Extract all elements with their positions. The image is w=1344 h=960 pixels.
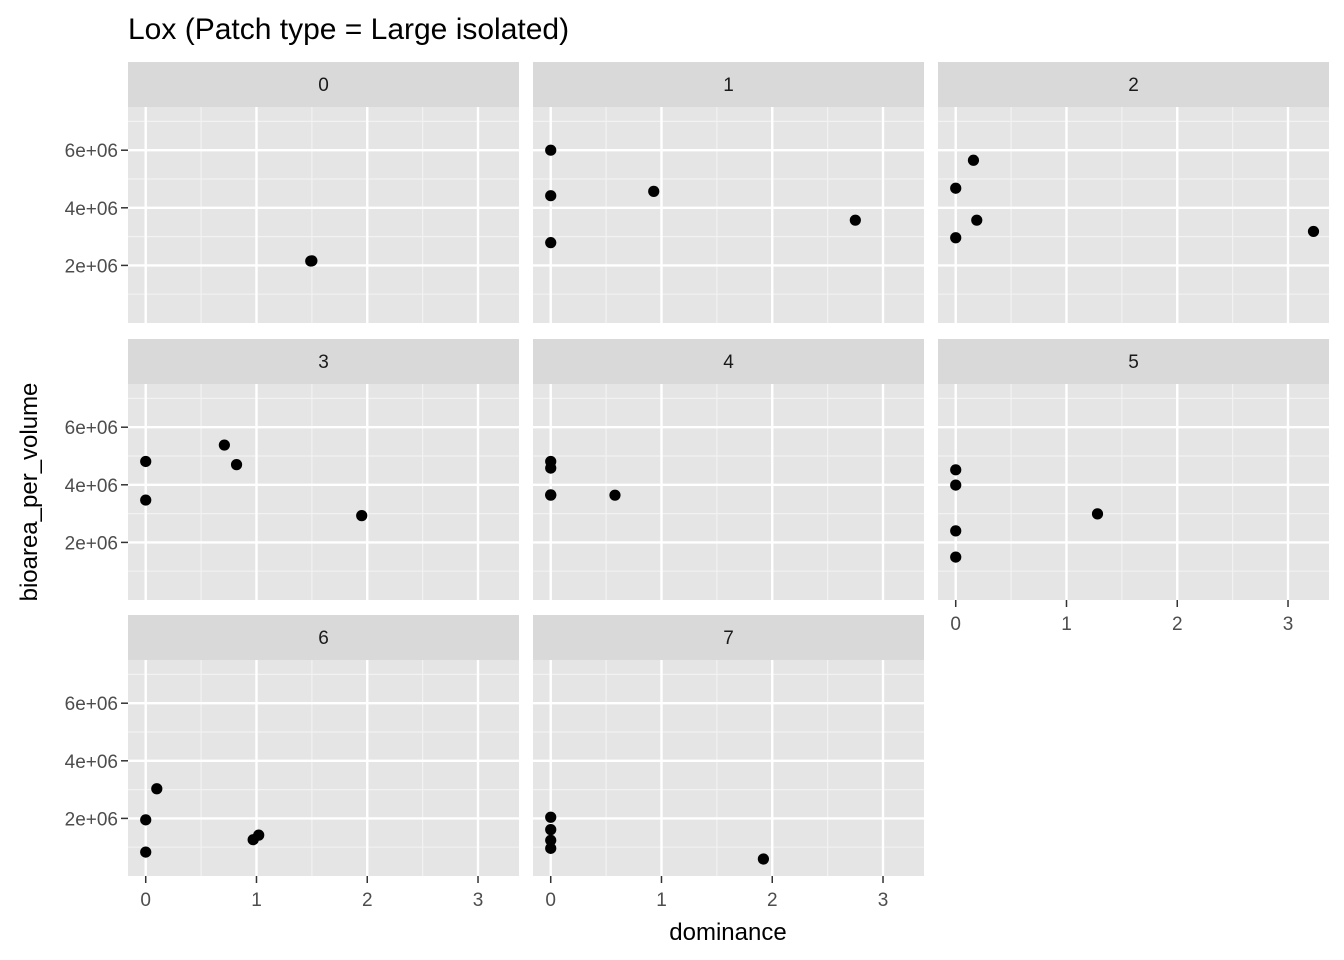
x-tick-label: 3 [1283, 614, 1294, 635]
data-point [849, 214, 861, 226]
x-tick-label: 1 [251, 890, 262, 911]
facet-strip [533, 62, 924, 107]
facet-panel-2: 2 [938, 62, 1329, 323]
x-tick-label: 0 [140, 890, 151, 911]
data-point [140, 846, 152, 858]
data-point [545, 190, 557, 202]
x-axis-label: dominance [669, 919, 786, 946]
facet-panel-6: 6 2e+06 4e+06 6e+06 0 1 2 3 [65, 615, 519, 911]
facet-strip-label: 4 [723, 352, 734, 373]
data-point [950, 479, 962, 491]
data-point [648, 185, 660, 197]
y-tick-label: 2e+06 [65, 809, 118, 830]
panel-background [128, 384, 519, 600]
data-point [230, 459, 243, 471]
data-point [950, 551, 962, 563]
y-tick-label: 4e+06 [65, 199, 118, 220]
data-point [545, 144, 557, 156]
x-tick-label: 3 [878, 890, 889, 911]
x-tick-label: 2 [362, 890, 373, 911]
x-tick-label: 1 [1061, 614, 1072, 635]
facet-panel-7: 7 0 1 2 3 [533, 615, 924, 911]
data-point [967, 154, 980, 166]
panel-background [128, 660, 519, 876]
y-tick-label: 2e+06 [65, 256, 118, 277]
data-point [545, 842, 557, 854]
data-point [950, 182, 962, 194]
data-point [140, 494, 152, 506]
facet-panel-4: 4 [533, 339, 924, 600]
x-tick-label: 3 [473, 890, 484, 911]
facet-strip [533, 339, 924, 384]
panel-background [533, 384, 924, 600]
data-point [950, 464, 962, 476]
panel-background [128, 107, 519, 323]
panel-background [533, 107, 924, 323]
data-point [757, 853, 769, 865]
panel-background [533, 660, 924, 876]
data-point [306, 255, 318, 267]
data-point [218, 439, 230, 451]
data-point [545, 824, 557, 836]
data-point [545, 462, 557, 474]
data-point [971, 214, 983, 226]
data-point [545, 489, 557, 501]
facet-strip-label: 3 [318, 352, 329, 373]
data-point [545, 834, 557, 846]
x-tick-label: 1 [656, 890, 667, 911]
x-tick-label: 2 [1172, 614, 1183, 635]
facet-strip [128, 615, 519, 660]
facet-grid: 0 2e+06 4e+06 6e+06 1 2 3 2e+06 4e+06 6e+06 4 5 0 1 2 3… [65, 62, 1329, 911]
facet-panel-5: 5 0 1 2 3 [938, 339, 1329, 635]
data-point [140, 814, 152, 826]
facet-strip [533, 615, 924, 660]
y-tick-label: 4e+06 [65, 752, 118, 773]
facet-strip-label: 2 [1128, 75, 1139, 96]
facet-strip-label: 7 [723, 628, 734, 649]
facet-strip [128, 339, 519, 384]
panel-background [938, 107, 1329, 323]
data-point [950, 232, 962, 244]
facet-strip [938, 339, 1329, 384]
facet-strip [128, 62, 519, 107]
facet-strip-label: 0 [318, 75, 329, 96]
y-tick-label: 6e+06 [65, 694, 118, 715]
x-tick-label: 0 [545, 890, 556, 911]
x-tick-label: 2 [767, 890, 778, 911]
data-point [247, 834, 259, 846]
data-point [545, 811, 557, 823]
data-point [609, 489, 621, 501]
y-tick-label: 4e+06 [65, 476, 118, 497]
panel-background [938, 384, 1329, 600]
y-axis-label: bioarea_per_volume [16, 383, 43, 602]
data-point [545, 237, 557, 249]
facet-panel-0: 0 2e+06 4e+06 6e+06 [65, 62, 519, 323]
facet-strip [938, 62, 1329, 107]
y-tick-label: 6e+06 [65, 141, 118, 162]
facet-panel-3: 3 2e+06 4e+06 6e+06 [65, 339, 519, 600]
y-tick-label: 6e+06 [65, 418, 118, 439]
facet-strip-label: 6 [318, 628, 329, 649]
facet-panel-1: 1 [533, 62, 924, 323]
data-point [950, 525, 962, 537]
data-point [1307, 225, 1320, 238]
x-tick-label: 0 [950, 614, 961, 635]
data-point [151, 783, 163, 795]
chart-title: Lox (Patch type = Large isolated) [128, 13, 569, 46]
data-point [356, 510, 368, 522]
data-point [140, 455, 152, 468]
y-tick-label: 2e+06 [65, 533, 118, 554]
facet-strip-label: 1 [723, 75, 734, 96]
facet-strip-label: 5 [1128, 352, 1139, 373]
data-point [1091, 508, 1104, 520]
